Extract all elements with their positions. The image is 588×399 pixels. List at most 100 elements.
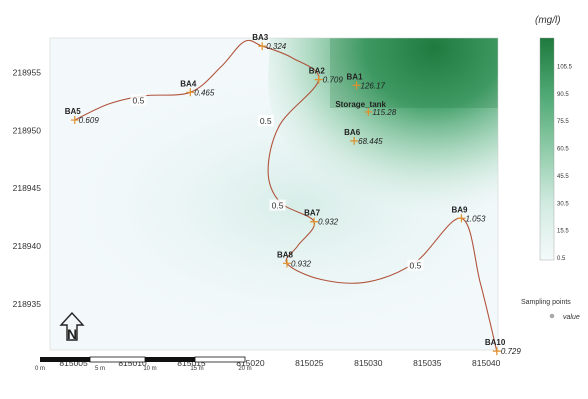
point-value: 0.609 <box>79 116 100 125</box>
point-marker <box>310 217 319 226</box>
contour-label-halo <box>269 199 286 211</box>
point-marker <box>457 214 466 223</box>
surface-core <box>330 38 498 108</box>
point-value: 0.729 <box>501 347 522 356</box>
colorbar-tick-label: 105.5 <box>557 64 573 70</box>
scale-seg-3 <box>145 357 195 362</box>
colorbar-tick-label: 0.5 <box>557 256 566 262</box>
x-tick-label: 815025 <box>295 358 324 368</box>
x-tick-label: 815030 <box>354 358 383 368</box>
point-name: Storage_tank <box>335 100 386 109</box>
contour-labels: 0.5 0.5 0.5 0.5 <box>130 94 424 271</box>
sampling-points: BA1126.17Storage_tank115.28BA20.709BA30.… <box>65 33 522 356</box>
point-name: BA9 <box>451 205 468 214</box>
point-marker <box>350 136 359 145</box>
point-marker <box>364 107 373 116</box>
colorbar-gradient <box>539 37 555 261</box>
point-value: 1.053 <box>465 214 486 223</box>
point-name: BA3 <box>252 33 269 42</box>
colorbar-tick-label: 15.5 <box>557 229 569 235</box>
plot-frame <box>49 37 499 351</box>
x-tick-label: 815035 <box>413 358 442 368</box>
surface-high-zone <box>268 38 498 236</box>
colorbar-tick-label: 90.5 <box>557 92 569 98</box>
colorbar-tick-label: 60.5 <box>557 147 569 153</box>
point-marker <box>282 259 291 268</box>
x-tick-label: 815015 <box>177 358 206 368</box>
point-value: 0.932 <box>291 259 312 268</box>
point-value: 126.17 <box>361 81 386 90</box>
scale-label-15: 15 m <box>190 366 203 372</box>
x-tick-label: 815010 <box>118 358 147 368</box>
y-tick-label: 218950 <box>13 125 42 135</box>
x-tick-label: 815040 <box>472 358 501 368</box>
legend-item-label: value <box>563 314 580 321</box>
point-marker <box>70 116 79 125</box>
point-marker <box>314 75 323 84</box>
contour-level-label: 0.5 <box>260 116 272 126</box>
point-name: BA4 <box>180 79 197 88</box>
contour-level-label: 0.5 <box>272 201 284 211</box>
y-axis-ticks: 218935 218940 218945 218950 218955 <box>13 68 42 309</box>
point-name: BA6 <box>344 128 361 137</box>
north-arrow-icon: N <box>59 311 85 342</box>
legend-title: Sampling points <box>521 299 571 306</box>
legend: Sampling points value <box>521 299 580 321</box>
colorbar-unit-label: (mg/l) <box>535 15 561 26</box>
point-value: 0.932 <box>318 218 339 227</box>
colorbar: (mg/l) 0.5 15.5 30.5 45.5 60.5 75.5 90.5 105.5 <box>535 15 573 262</box>
scale-label-5: 5 m <box>95 366 105 372</box>
point-name: BA1 <box>347 72 364 81</box>
point-name: BA10 <box>485 338 506 347</box>
point-marker <box>186 88 195 97</box>
x-tick-label: 815020 <box>236 358 265 368</box>
legend-point-symbol <box>549 313 555 319</box>
contour-label-halo <box>257 115 274 127</box>
point-value: 0.465 <box>194 88 215 97</box>
colorbar-tick-label: 45.5 <box>557 174 569 180</box>
y-tick-label: 218935 <box>13 299 42 309</box>
y-tick-label: 218955 <box>13 68 42 78</box>
colorbar-tick-label: 30.5 <box>557 201 569 207</box>
point-value: 0.324 <box>266 42 287 51</box>
north-arrow-shape <box>59 311 85 341</box>
point-name: BA7 <box>304 209 321 218</box>
scale-seg-2 <box>89 356 146 363</box>
x-tick-label: 815005 <box>59 358 88 368</box>
point-value: 0.709 <box>323 76 344 85</box>
point-name: BA8 <box>277 250 294 259</box>
north-arrow-label: N <box>67 326 77 342</box>
contour-level-label: 0.5 <box>133 95 145 105</box>
contour-level-label: 0.5 <box>410 261 422 271</box>
plot-area <box>49 37 499 351</box>
scale-bar: 0 m 5 m 10 m 15 m 20 m <box>35 356 252 372</box>
point-value: 115.28 <box>372 108 396 117</box>
scale-label-0: 0 m <box>35 366 45 372</box>
point-name: BA2 <box>309 67 326 76</box>
scale-label-10: 10 m <box>143 366 156 372</box>
scale-label-20: 20 m <box>238 366 251 372</box>
scale-seg-4 <box>194 356 246 363</box>
colorbar-tick-label: 75.5 <box>557 119 569 125</box>
contour-label-halo <box>130 94 147 106</box>
concentration-surface <box>50 38 498 350</box>
point-marker <box>352 81 361 90</box>
point-marker <box>492 347 501 356</box>
y-tick-label: 218940 <box>13 241 42 251</box>
contour-label-halo <box>407 259 424 271</box>
point-value: 68.445 <box>358 137 383 146</box>
x-axis-ticks: 815005 815010 815015 815020 815025 815030 8150… <box>59 358 500 368</box>
point-name: BA5 <box>65 107 82 116</box>
scale-seg-1 <box>40 357 90 362</box>
point-marker <box>258 42 267 51</box>
